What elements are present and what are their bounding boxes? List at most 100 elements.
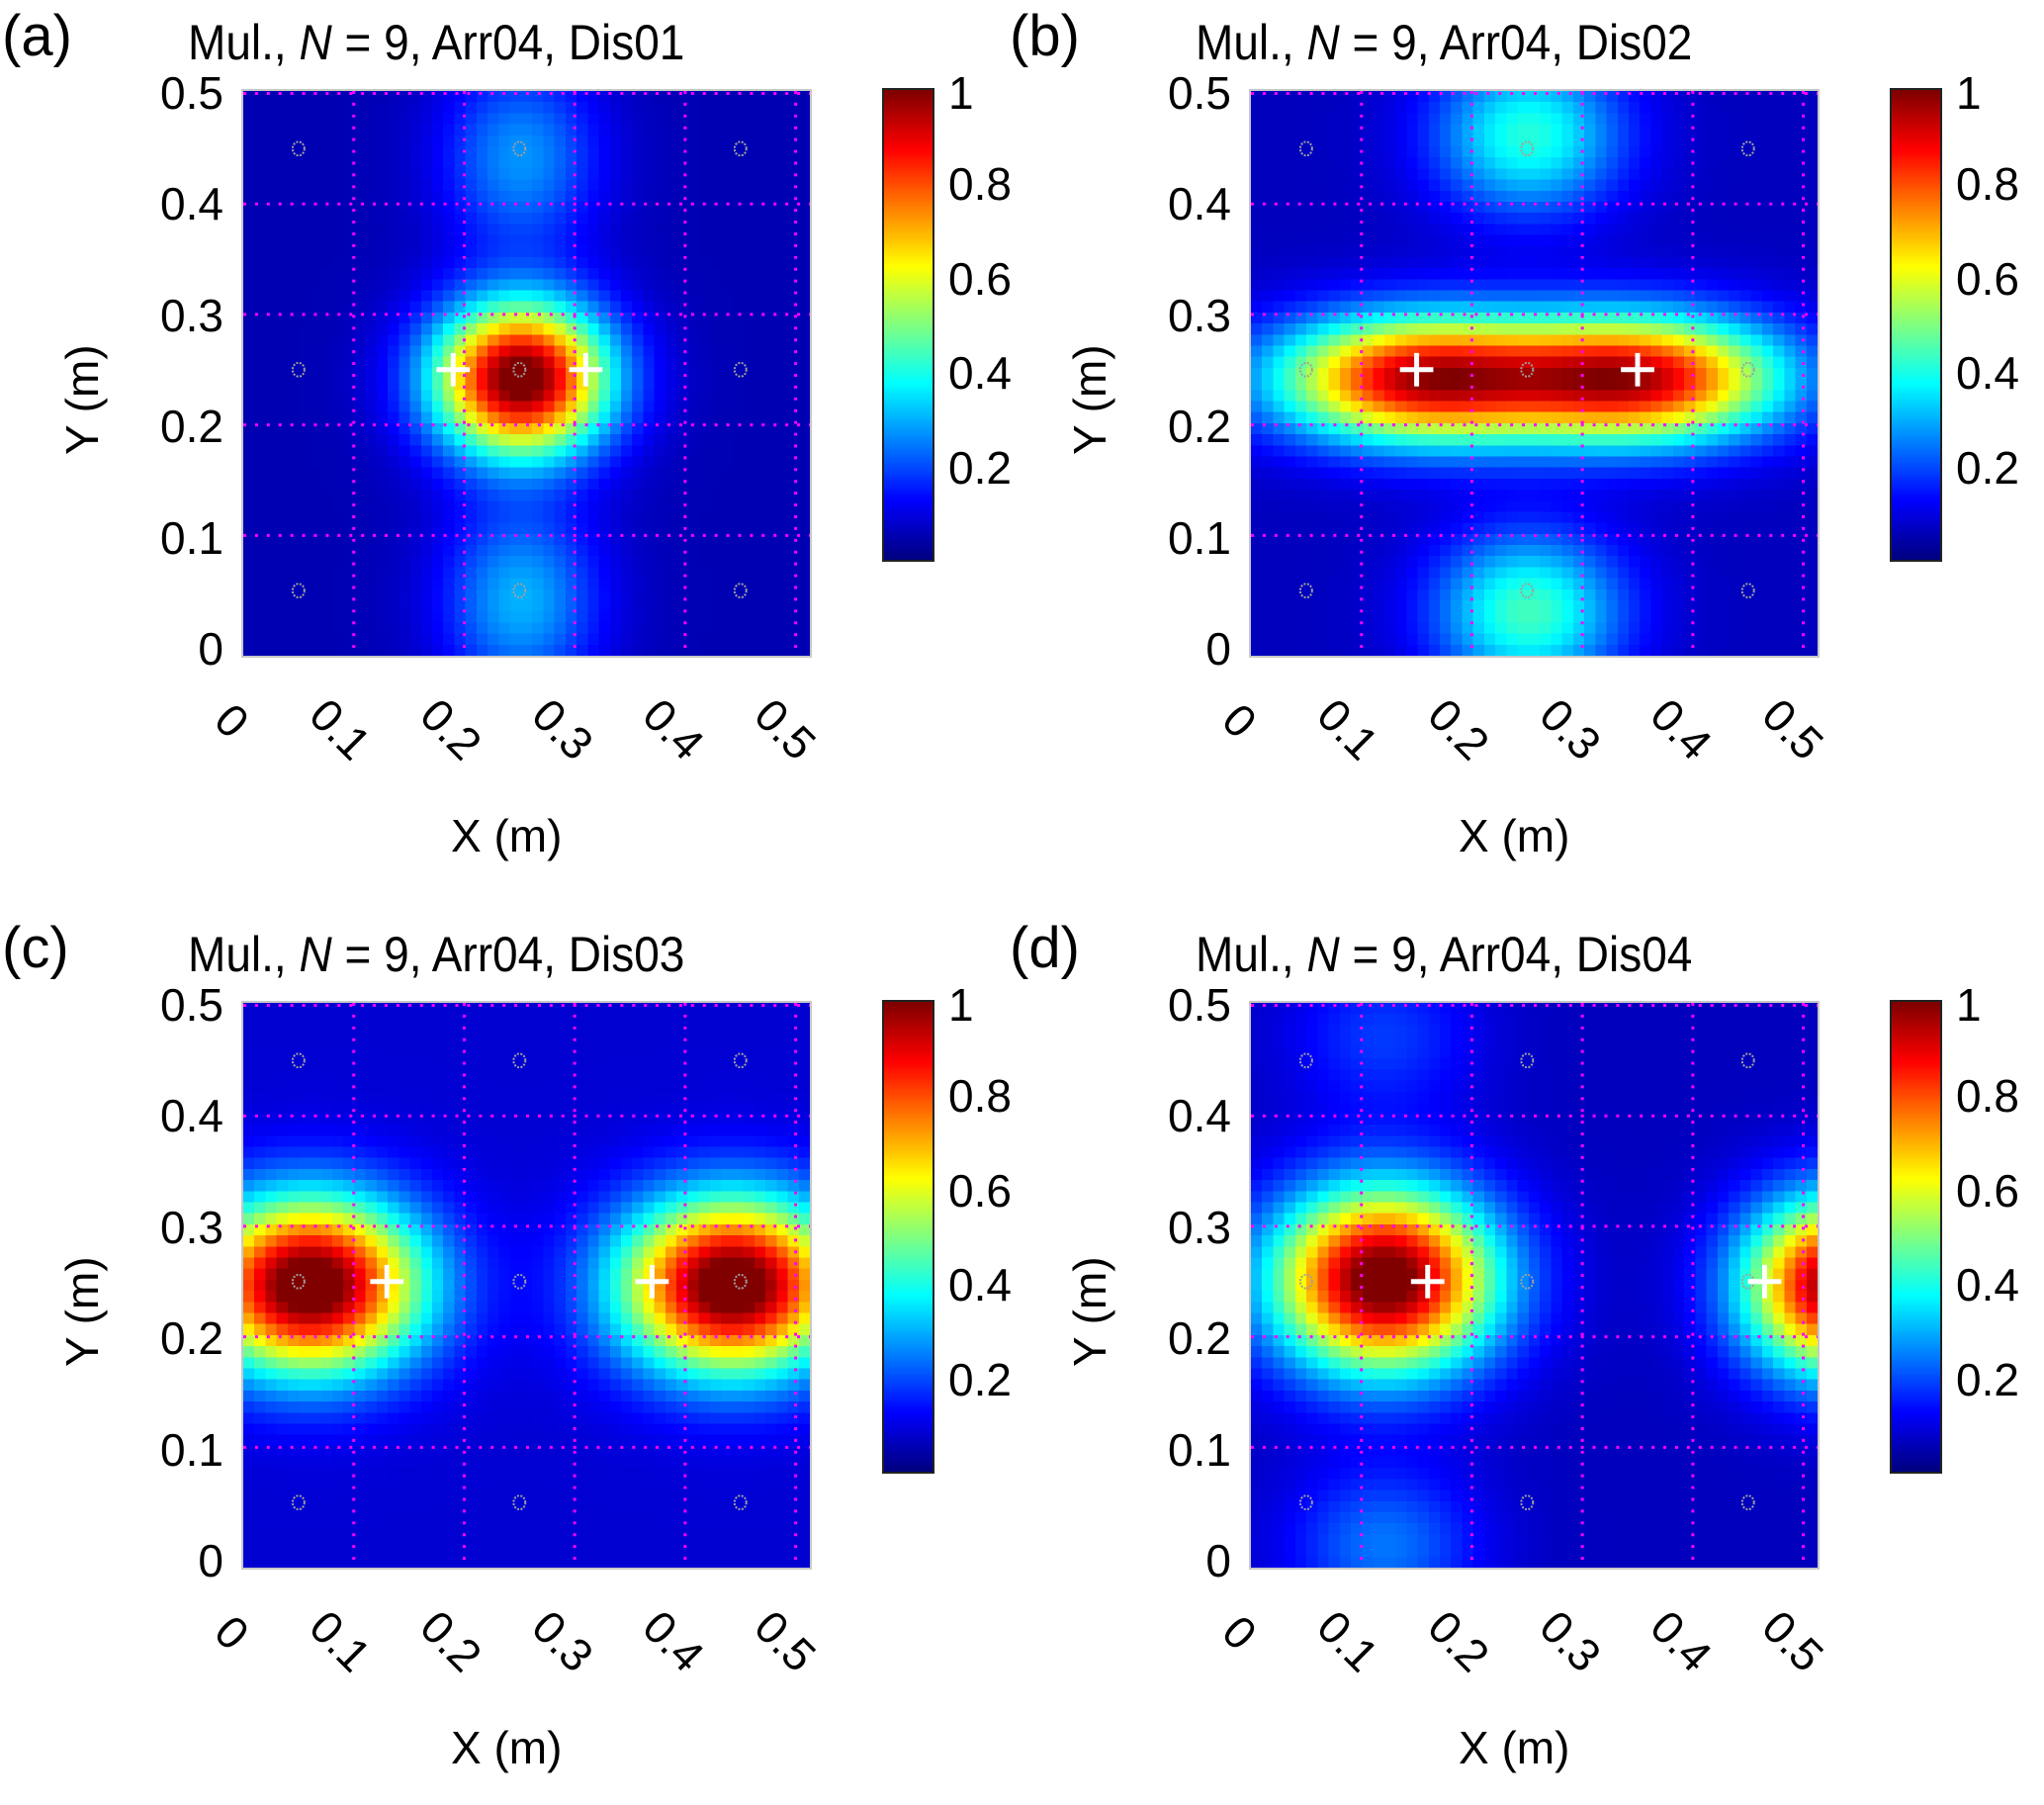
x-tick-label: 0.3 xyxy=(1529,688,1611,770)
colorbar-tick-label: 0.4 xyxy=(1956,347,2019,400)
title-suffix: = 9, Arr04, Dis03 xyxy=(331,927,685,982)
y-axis-label: Y (m) xyxy=(1064,344,1115,455)
x-tick-label: 0.4 xyxy=(1641,1600,1723,1682)
sensor-marker xyxy=(1520,140,1535,157)
x-tick-label: 0.2 xyxy=(1418,1600,1500,1682)
colorbar-tick-label: 0.8 xyxy=(1956,1069,2019,1122)
colorbar xyxy=(882,1000,934,1474)
x-axis-label: X (m) xyxy=(1459,810,1570,861)
colorbar-tick-label: 0.6 xyxy=(948,1164,1012,1217)
sensor-marker xyxy=(1740,1052,1755,1069)
x-tick-label: 0.4 xyxy=(633,688,715,770)
colorbar-gradient xyxy=(884,1002,933,1472)
x-tick-label: 0.3 xyxy=(1529,1600,1611,1682)
heatmap-plot xyxy=(1249,1001,1820,1570)
y-tick-label: 0.3 xyxy=(160,289,223,341)
x-tick-label: 0.1 xyxy=(1306,688,1388,770)
x-tick-label: 0 xyxy=(205,693,259,748)
source-cross-marker xyxy=(1621,352,1654,387)
sensor-marker xyxy=(291,1052,306,1069)
y-tick-label: 0.2 xyxy=(160,401,223,452)
colorbar xyxy=(1890,1000,1942,1474)
y-tick-label: 0.2 xyxy=(1168,1312,1231,1364)
colorbar-tick-label: 0.8 xyxy=(948,1069,1012,1122)
panel-c: (c) Mul., N = 9, Arr04, Dis03 0.5 0.4 0.3 0.2… xyxy=(0,912,1022,1805)
y-tick-label: 0.1 xyxy=(160,511,223,564)
y-tick-label: 0.2 xyxy=(160,1312,223,1364)
y-tick-label: 0.5 xyxy=(160,66,223,119)
title-prefix: Mul., xyxy=(188,15,300,70)
colorbar-tick-label: 0.4 xyxy=(948,347,1012,400)
source-cross-marker xyxy=(370,1264,404,1299)
x-tick-label: 0.1 xyxy=(299,1600,381,1682)
sensor-marker xyxy=(291,140,306,157)
sensor-marker xyxy=(1520,1052,1535,1069)
sensor-marker xyxy=(291,1273,306,1290)
panel-a: (a) Mul., N = 9, Arr04, Dis01 0.5 0.4 0.3 0.2… xyxy=(0,0,1022,893)
y-tick-label: 0.4 xyxy=(1168,178,1231,229)
y-tick-label: 0.2 xyxy=(1168,401,1231,452)
sensor-marker xyxy=(1520,1273,1535,1290)
sensor-marker xyxy=(1740,140,1755,157)
colorbar-tick-label: 1 xyxy=(1956,979,1982,1031)
x-axis-label: X (m) xyxy=(451,810,563,861)
panel-label: (b) xyxy=(1010,4,1080,68)
sensor-marker xyxy=(291,1494,306,1511)
y-tick-label: 0.1 xyxy=(1168,1423,1231,1476)
panel-label: (c) xyxy=(2,916,69,980)
x-tick-label: 0.5 xyxy=(1751,1600,1833,1682)
source-cross-marker xyxy=(1399,352,1434,387)
y-tick-label: 0.1 xyxy=(160,1423,223,1476)
title-prefix: Mul., xyxy=(1196,927,1307,982)
y-tick-label: 0.4 xyxy=(1168,1090,1231,1141)
title-italic: N xyxy=(1306,15,1340,70)
y-tick-label: 0 xyxy=(198,623,223,675)
sensor-marker xyxy=(1520,1494,1535,1511)
sensor-marker xyxy=(1520,361,1535,378)
source-cross-marker xyxy=(1410,1264,1445,1299)
colorbar-tick-label: 0.8 xyxy=(1956,157,2019,210)
sensor-marker xyxy=(512,1052,527,1069)
heatmap-plot xyxy=(241,1001,812,1570)
panel-b: (b) Mul., N = 9, Arr04, Dis02 0.5 0.4 0.3 0.2… xyxy=(1008,0,2029,893)
x-tick-label: 0.1 xyxy=(299,688,381,770)
title-suffix: = 9, Arr04, Dis01 xyxy=(331,15,685,70)
y-axis-label: Y (m) xyxy=(56,1256,108,1367)
y-tick-label: 0.3 xyxy=(160,1201,223,1253)
source-cross-marker xyxy=(1747,1264,1782,1299)
x-tick-label: 0.5 xyxy=(744,1600,826,1682)
colorbar xyxy=(882,88,934,562)
colorbar-tick-label: 1 xyxy=(948,67,974,119)
chart-title: Mul., N = 9, Arr04, Dis02 xyxy=(1196,18,1692,67)
x-tick-label: 0 xyxy=(1212,693,1267,748)
colorbar-tick-label: 0.2 xyxy=(1956,442,2019,495)
x-tick-label: 0.2 xyxy=(410,688,492,770)
sensor-marker xyxy=(1298,1494,1313,1511)
sensor-marker xyxy=(291,361,306,378)
colorbar-tick-label: 0.8 xyxy=(948,157,1012,210)
heatmap-image xyxy=(243,91,810,656)
sensor-marker xyxy=(733,1273,748,1290)
sensor-marker xyxy=(1520,583,1535,599)
colorbar-tick-label: 0.6 xyxy=(1956,252,2019,305)
heatmap-image xyxy=(243,1003,810,1568)
source-cross-marker xyxy=(635,1264,669,1299)
plot-overlay xyxy=(243,1003,810,1568)
colorbar-tick-label: 0.4 xyxy=(1956,1259,2019,1311)
x-tick-label: 0.1 xyxy=(1306,1600,1388,1682)
colorbar-tick-label: 0.4 xyxy=(948,1259,1012,1311)
sensor-marker xyxy=(512,361,527,378)
chart-title: Mul., N = 9, Arr04, Dis03 xyxy=(188,930,684,979)
x-tick-label: 0.4 xyxy=(1641,688,1723,770)
colorbar-tick-label: 0.6 xyxy=(1956,1164,2019,1217)
sensor-marker xyxy=(1740,1494,1755,1511)
colorbar-tick-label: 1 xyxy=(948,979,974,1031)
sensor-marker xyxy=(512,1494,527,1511)
chart-title: Mul., N = 9, Arr04, Dis01 xyxy=(188,18,684,67)
heatmap-image xyxy=(1251,1003,1818,1568)
x-tick-label: 0.5 xyxy=(1751,688,1833,770)
y-tick-label: 0.3 xyxy=(1168,289,1231,341)
panel-label: (a) xyxy=(2,4,72,68)
sensor-marker xyxy=(291,583,306,599)
sensor-marker xyxy=(1298,1273,1313,1290)
